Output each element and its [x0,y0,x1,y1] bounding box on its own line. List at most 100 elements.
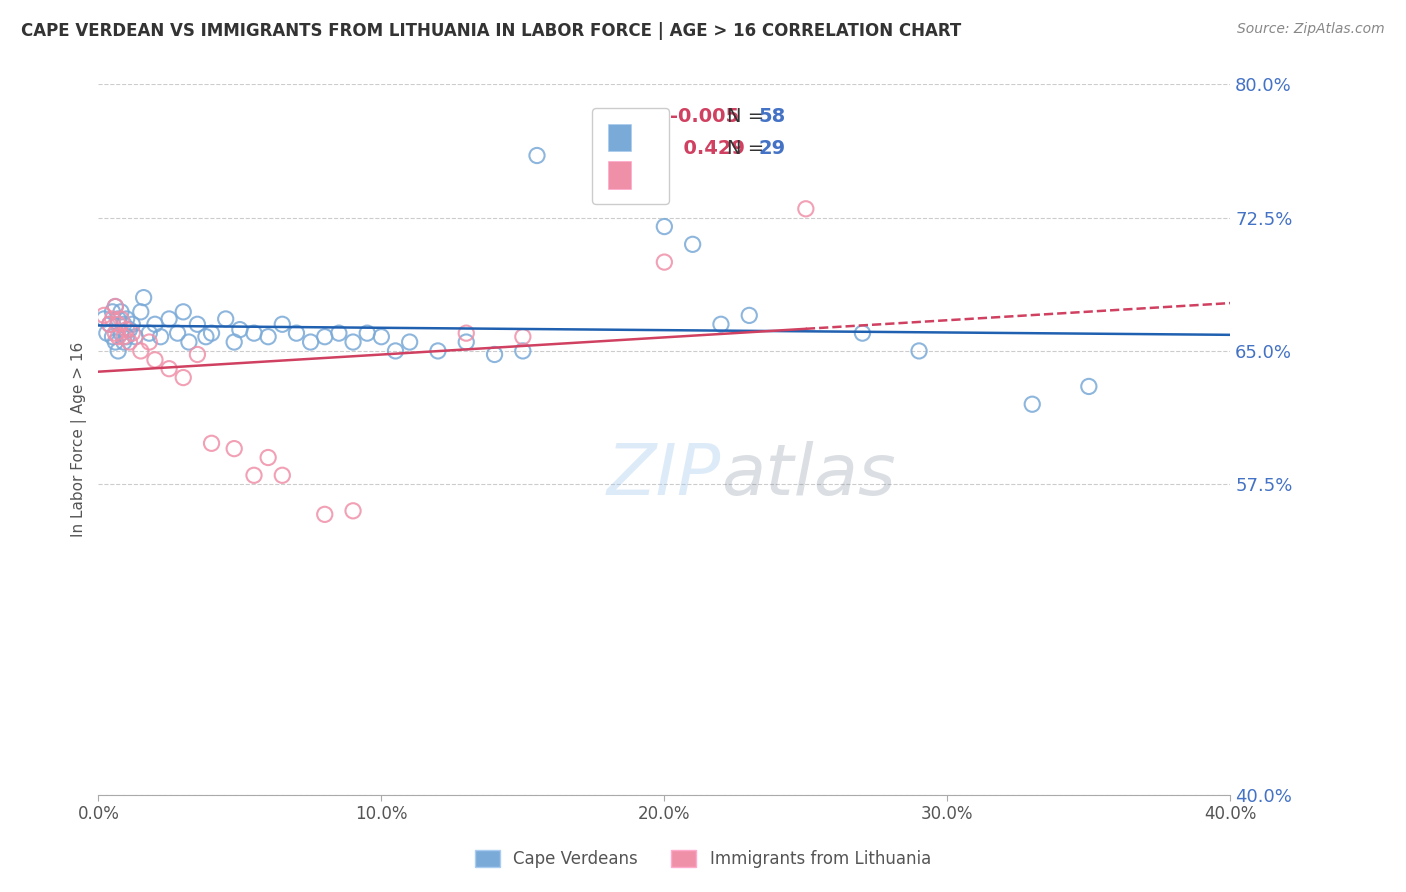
Text: 29: 29 [758,139,786,158]
Point [112,329,135,343]
Point [110,305,132,319]
Point [654,255,676,269]
Text: N =: N = [727,107,770,126]
Point [107,318,129,332]
Point [107,343,129,358]
Point [271,318,294,332]
Text: 0.429: 0.429 [671,139,745,158]
Point [257,329,280,343]
Point [224,442,246,456]
Point [157,312,180,326]
Point [107,312,129,326]
Point [285,326,308,340]
Point [299,334,322,349]
Point [342,334,364,349]
Point [1077,379,1099,393]
Text: CAPE VERDEAN VS IMMIGRANTS FROM LITHUANIA IN LABOR FORCE | AGE > 16 CORRELATION : CAPE VERDEAN VS IMMIGRANTS FROM LITHUANI… [21,22,962,40]
Point [384,343,406,358]
Point [851,326,873,340]
Point [224,334,246,349]
Point [143,352,166,367]
Point [143,318,166,332]
Point [166,326,188,340]
Point [101,305,124,319]
Text: 58: 58 [758,107,786,126]
Point [682,237,704,252]
Point [200,436,222,450]
Point [124,329,146,343]
Point [149,329,172,343]
Point [186,318,208,332]
Point [512,343,534,358]
Point [484,347,506,361]
Point [115,312,138,326]
Point [710,318,733,332]
Point [110,312,132,326]
Point [118,334,141,349]
Text: atlas: atlas [721,441,896,510]
Point [112,334,135,349]
Y-axis label: In Labor Force | Age > 16: In Labor Force | Age > 16 [72,343,87,537]
Point [101,329,124,343]
Point [654,219,676,234]
Point [200,326,222,340]
Point [98,318,121,332]
Point [257,450,280,465]
Text: ZIP: ZIP [606,441,721,510]
Point [138,334,160,349]
Point [121,318,143,332]
Point [104,334,127,349]
Point [328,326,350,340]
Point [121,326,143,340]
Point [118,323,141,337]
Point [107,329,129,343]
Point [398,334,420,349]
Point [794,202,817,216]
Point [96,326,118,340]
Legend:  ,  : , [592,108,668,204]
Point [1021,397,1043,411]
Point [356,326,378,340]
Point [370,329,392,343]
Point [738,309,761,323]
Point [104,300,127,314]
Point [512,329,534,343]
Point [172,305,194,319]
Point [426,343,449,358]
Point [314,329,336,343]
Point [129,305,152,319]
Point [110,326,132,340]
Point [908,343,931,358]
Point [98,318,121,332]
Point [157,361,180,376]
Text: R =: R = [628,107,671,126]
Point [93,309,115,323]
Point [194,329,217,343]
Legend: Cape Verdeans, Immigrants from Lithuania: Cape Verdeans, Immigrants from Lithuania [468,843,938,875]
Point [243,326,266,340]
Point [215,312,238,326]
Text: -0.005: -0.005 [671,107,740,126]
Point [456,334,478,349]
Point [129,343,152,358]
Text: R =: R = [628,139,671,158]
Text: N =: N = [727,139,770,158]
Point [177,334,200,349]
Point [243,468,266,483]
Point [186,347,208,361]
Text: Source: ZipAtlas.com: Source: ZipAtlas.com [1237,22,1385,37]
Point [132,291,155,305]
Point [104,326,127,340]
Point [138,326,160,340]
Point [526,148,548,162]
Point [314,508,336,522]
Point [456,326,478,340]
Point [112,318,135,332]
Point [101,312,124,326]
Point [271,468,294,483]
Point [93,312,115,326]
Point [342,504,364,518]
Point [115,329,138,343]
Point [229,323,252,337]
Point [104,300,127,314]
